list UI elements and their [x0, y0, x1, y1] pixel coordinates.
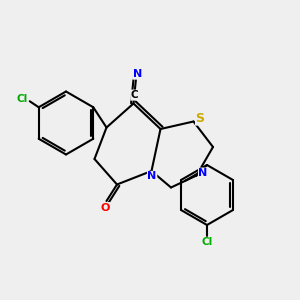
- Text: S: S: [196, 112, 205, 125]
- Text: N: N: [148, 171, 157, 182]
- Text: N: N: [133, 69, 142, 79]
- Text: O: O: [100, 202, 110, 213]
- Text: Cl: Cl: [201, 237, 213, 248]
- Text: C: C: [131, 90, 139, 100]
- Text: N: N: [199, 168, 208, 178]
- Text: Cl: Cl: [16, 94, 28, 104]
